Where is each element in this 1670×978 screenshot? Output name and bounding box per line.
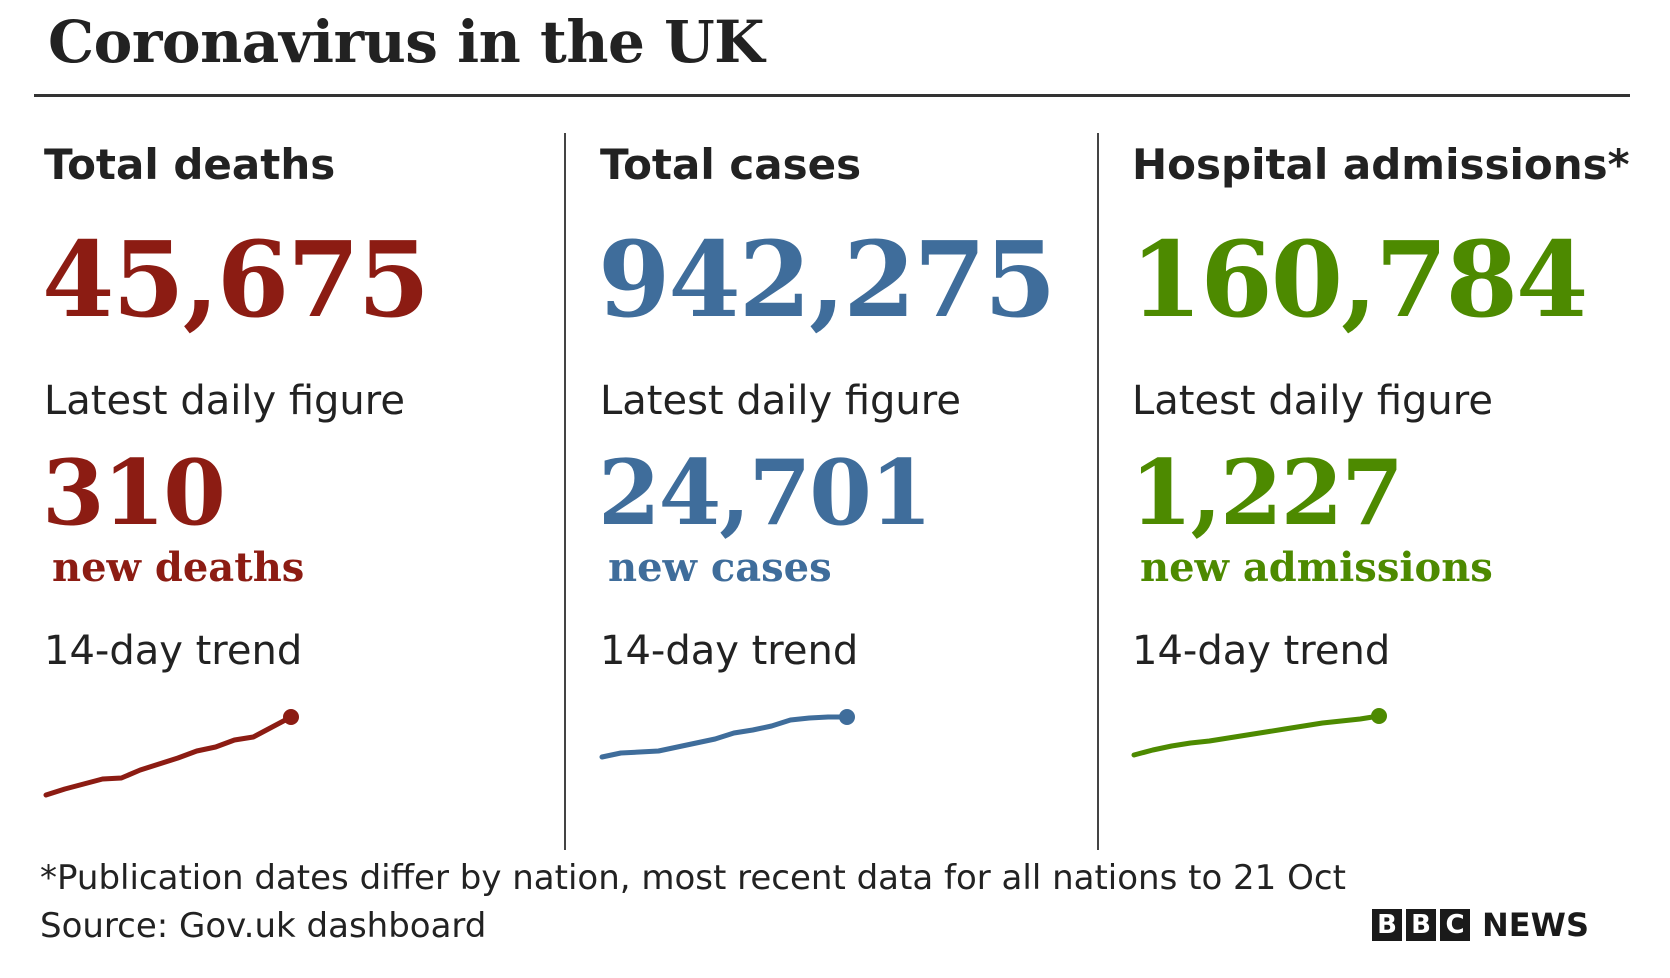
panel-heading: Total cases [600,140,861,189]
latest-daily-unit: new deaths [52,544,304,591]
trend-label: 14-day trend [44,628,302,674]
logo-letter-box: C [1440,909,1470,941]
total-value: 160,784 [1130,218,1586,341]
page-title: Coronavirus in the UK [48,8,764,76]
latest-daily-label: Latest daily figure [44,378,405,424]
trend-line [602,717,847,757]
panel-heading: Hospital admissions* [1132,140,1630,189]
panel-hospital-admissions: Hospital admissions* 160,784 Latest dail… [1132,140,1652,840]
logo-letter-box: B [1406,909,1436,941]
latest-daily-unit: new admissions [1140,544,1493,591]
total-value: 942,275 [598,218,1054,341]
sparkline-chart [44,700,314,810]
latest-daily-label: Latest daily figure [1132,378,1493,424]
total-value: 45,675 [42,218,428,341]
trend-end-point [283,709,299,725]
latest-daily-value: 24,701 [598,440,930,546]
latest-daily-unit: new cases [608,544,832,591]
sparkline-chart [600,700,870,810]
trend-label: 14-day trend [1132,628,1390,674]
panel-heading: Total deaths [44,140,335,189]
trend-end-point [839,709,855,725]
latest-daily-label: Latest daily figure [600,378,961,424]
panel-total-cases: Total cases 942,275 Latest daily figure … [600,140,1120,840]
trend-line [1134,716,1379,755]
logo-news-text: NEWS [1482,906,1589,944]
trend-line [46,717,291,795]
sparkline-chart [1132,700,1402,810]
panel-total-deaths: Total deaths 45,675 Latest daily figure … [44,140,564,840]
footnote: *Publication dates differ by nation, mos… [40,858,1346,898]
logo-letter-box: B [1372,909,1402,941]
latest-daily-value: 1,227 [1130,440,1402,546]
bbc-news-logo: B B C NEWS [1372,906,1589,944]
title-divider [34,94,1630,97]
trend-end-point [1371,708,1387,724]
panel-divider [564,133,566,850]
trend-label: 14-day trend [600,628,858,674]
latest-daily-value: 310 [42,440,224,546]
source-note: Source: Gov.uk dashboard [40,906,486,946]
